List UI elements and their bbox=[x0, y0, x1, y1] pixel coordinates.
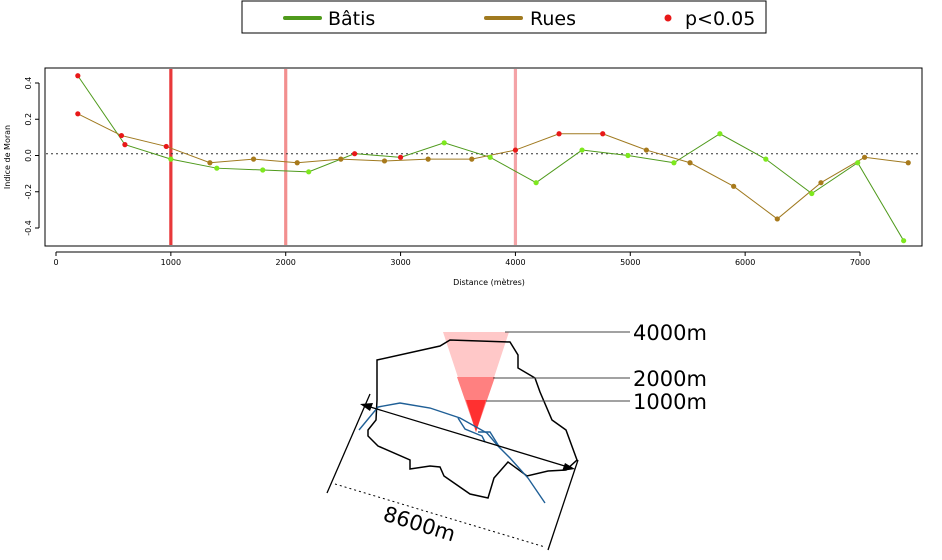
series-point-batis bbox=[487, 154, 493, 160]
y-axis: 0.4 0.2 0.0 -0.2 -0.4 bbox=[24, 77, 40, 236]
x-tick-label: 6000 bbox=[735, 258, 755, 267]
series-point-rues bbox=[861, 154, 868, 160]
cone-label-1000: 1000m bbox=[633, 390, 707, 414]
city-outline bbox=[367, 339, 578, 499]
plot-frame bbox=[44, 67, 923, 247]
series-line-rues bbox=[77, 113, 909, 220]
y-tick-label: 0.4 bbox=[24, 77, 33, 90]
river-branch-2 bbox=[478, 431, 501, 449]
series-point-batis bbox=[717, 131, 723, 137]
y-tick-label: -0.2 bbox=[24, 184, 33, 200]
y-tick-label: -0.4 bbox=[24, 220, 33, 236]
series-point-rues bbox=[425, 156, 431, 162]
series-point-batis bbox=[763, 156, 769, 162]
series-point-batis bbox=[671, 160, 677, 166]
series-point-rues bbox=[731, 183, 737, 189]
x-axis: 0 1000 2000 3000 4000 5000 6000 7000 bbox=[53, 251, 870, 267]
y-tick-label: 0.0 bbox=[24, 149, 33, 162]
series-layer bbox=[75, 73, 911, 244]
legend-swatch-significant bbox=[664, 14, 672, 22]
extent-arrow-head-right bbox=[562, 463, 575, 471]
series-point-rues bbox=[905, 160, 911, 166]
extent-dotted-line bbox=[334, 483, 546, 548]
extent-tick-left bbox=[326, 393, 371, 494]
series-point-batis-significant bbox=[122, 142, 128, 148]
series-point-batis bbox=[168, 156, 174, 162]
x-tick-label: 4000 bbox=[505, 258, 525, 267]
y-tick-label: 0.2 bbox=[24, 113, 33, 126]
series-point-rues-significant bbox=[600, 131, 606, 137]
series-point-rues bbox=[294, 160, 300, 166]
plot-area: 0 1000 2000 3000 4000 5000 6000 7000 0.4 0.2 0.0 -… bbox=[3, 67, 923, 287]
series-point-batis bbox=[533, 180, 539, 186]
series-point-rues bbox=[338, 156, 344, 162]
cone-label-4000: 4000m bbox=[633, 321, 707, 345]
cone-label-2000: 2000m bbox=[633, 367, 707, 391]
x-tick-label: 1000 bbox=[161, 258, 181, 267]
series-point-rues-significant bbox=[75, 111, 81, 117]
series-point-batis bbox=[306, 169, 312, 175]
series-point-batis bbox=[855, 160, 861, 166]
series-point-batis bbox=[625, 152, 631, 159]
legend-label-batis: Bâtis bbox=[328, 8, 375, 30]
series-point-rues bbox=[469, 156, 475, 162]
x-axis-label: Distance (mètres) bbox=[453, 277, 525, 287]
x-tick-label: 3000 bbox=[390, 258, 410, 267]
extent-arrow-head-left bbox=[360, 403, 373, 411]
y-axis-label: Indice de Moran bbox=[3, 125, 12, 189]
legend: Bâtis Rues p<0.05 bbox=[241, 0, 767, 34]
series-point-rues-significant bbox=[556, 131, 562, 137]
series-point-batis bbox=[901, 238, 907, 244]
series-point-rues-significant bbox=[118, 132, 125, 139]
series-point-rues bbox=[381, 158, 388, 164]
river-main bbox=[358, 402, 546, 504]
series-point-rues bbox=[250, 156, 257, 162]
x-tick-label: 0 bbox=[53, 258, 58, 267]
legend-label-rues: Rues bbox=[530, 8, 576, 30]
series-point-batis-significant bbox=[352, 151, 358, 157]
x-tick-label: 7000 bbox=[850, 258, 870, 267]
x-tick-label: 2000 bbox=[276, 258, 296, 267]
series-point-batis bbox=[579, 147, 585, 153]
city-diagram: 4000m 2000m 1000m 8600m bbox=[326, 321, 707, 551]
series-point-rues-significant bbox=[512, 147, 519, 153]
series-point-rues-significant bbox=[163, 143, 169, 150]
series-point-batis bbox=[214, 165, 220, 171]
series-point-batis bbox=[441, 140, 447, 146]
series-point-rues bbox=[818, 180, 824, 186]
vertical-markers bbox=[169, 69, 518, 245]
series-point-batis bbox=[260, 167, 266, 173]
cone-1000 bbox=[466, 400, 486, 432]
extent-label: 8600m bbox=[381, 502, 459, 547]
series-point-rues bbox=[207, 160, 213, 166]
series-point-rues bbox=[643, 147, 649, 153]
legend-label-significant: p<0.05 bbox=[685, 8, 755, 30]
series-point-batis-significant bbox=[75, 73, 81, 79]
x-tick-label: 5000 bbox=[620, 258, 640, 267]
series-point-batis bbox=[809, 190, 815, 197]
series-point-rues bbox=[687, 160, 693, 166]
extent-tick-right bbox=[547, 459, 579, 551]
extent-arrow-shaft bbox=[366, 405, 569, 468]
series-point-rues bbox=[774, 216, 780, 222]
series-point-batis-significant bbox=[397, 154, 404, 160]
river-branch bbox=[457, 417, 486, 443]
